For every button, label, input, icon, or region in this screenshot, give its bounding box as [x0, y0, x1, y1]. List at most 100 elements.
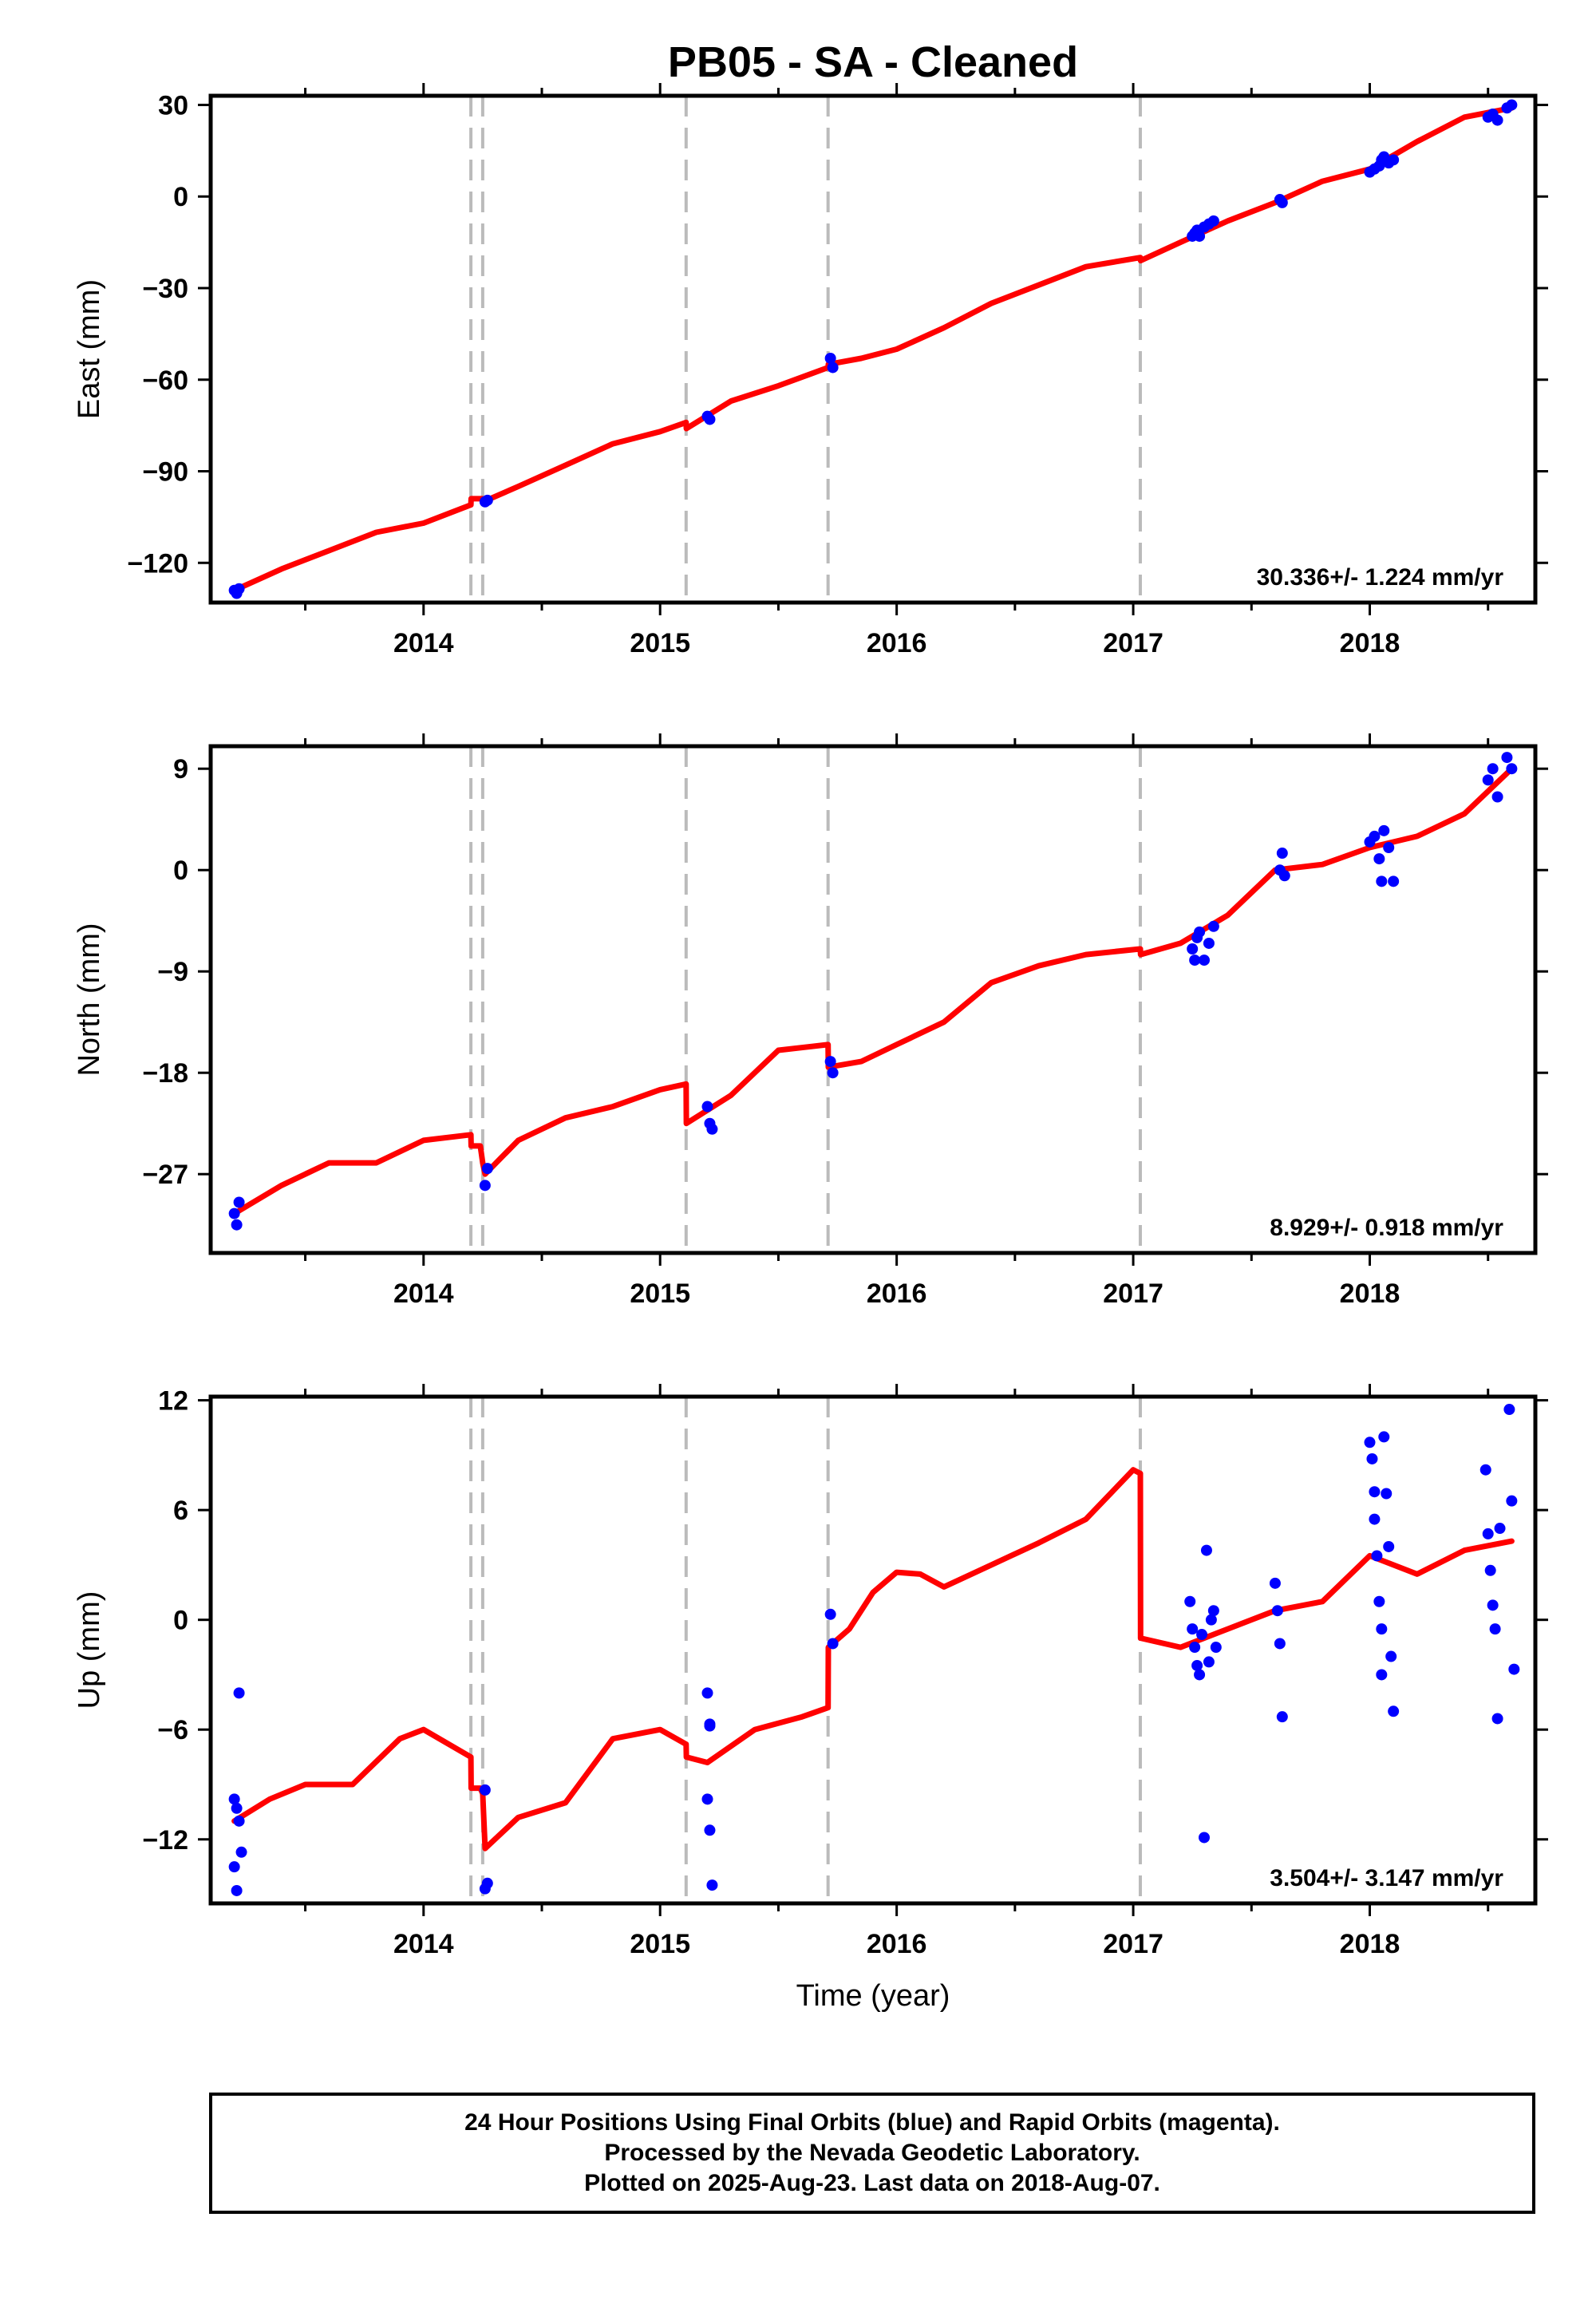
data-point — [704, 413, 716, 425]
data-point — [479, 1784, 491, 1796]
data-point — [228, 1207, 240, 1219]
y-tick-label: −90 — [142, 457, 188, 488]
y-tick-label: −60 — [142, 366, 188, 396]
x-axis-label: Time (year) — [796, 1979, 950, 2013]
data-point — [1191, 1659, 1203, 1671]
data-point — [1200, 1544, 1212, 1556]
data-point — [1203, 1656, 1215, 1668]
y-tick-label: −18 — [142, 1058, 188, 1089]
data-point — [1491, 114, 1503, 126]
data-point — [479, 1180, 491, 1192]
data-point — [1482, 1528, 1494, 1539]
rate-annotation: 8.929+/- 0.918 mm/yr — [1270, 1215, 1503, 1241]
data-point — [1207, 1605, 1219, 1617]
data-point — [1274, 1638, 1286, 1650]
data-point — [1189, 1642, 1201, 1654]
data-point — [1371, 1550, 1383, 1562]
data-point — [228, 1861, 240, 1873]
model-line — [231, 765, 1515, 1217]
y-axis-label: North (mm) — [73, 923, 106, 1076]
data-point — [1501, 752, 1513, 764]
y-axis-label: Up (mm) — [73, 1591, 106, 1709]
data-point — [1189, 954, 1201, 966]
data-point — [1187, 943, 1199, 954]
y-tick-label: 12 — [158, 1386, 188, 1417]
model-line — [231, 1467, 1515, 1852]
data-point — [1506, 99, 1518, 111]
y-tick-label: 9 — [173, 754, 188, 785]
data-point — [1479, 1464, 1491, 1476]
data-point — [1373, 1595, 1385, 1607]
x-tick-label: 2018 — [1340, 628, 1400, 658]
data-point — [481, 494, 493, 506]
data-point — [1494, 1523, 1506, 1535]
data-point — [1369, 830, 1381, 842]
chart-title: PB05 - SA - Cleaned — [668, 38, 1078, 86]
model-line — [231, 105, 1515, 594]
data-point — [1503, 1404, 1515, 1416]
data-point — [231, 1219, 243, 1231]
rate-annotation: 30.336+/- 1.224 mm/yr — [1257, 564, 1504, 591]
data-point — [1482, 774, 1494, 786]
data-point — [481, 1163, 493, 1175]
data-point — [1383, 1540, 1395, 1552]
x-tick-label: 2018 — [1340, 1279, 1400, 1309]
data-point — [1199, 954, 1210, 966]
x-tick-label: 2015 — [630, 628, 690, 658]
data-point — [231, 1884, 243, 1896]
rate-annotation: 3.504+/- 3.147 mm/yr — [1270, 1865, 1503, 1891]
data-point — [1491, 791, 1503, 803]
data-point — [235, 1846, 247, 1858]
data-point — [479, 1883, 491, 1895]
x-tick-label: 2017 — [1103, 628, 1163, 658]
info-line-3: Plotted on 2025-Aug-23. Last data on 201… — [584, 2170, 1160, 2196]
data-point — [1388, 154, 1400, 166]
info-line-1: 24 Hour Positions Using Final Orbits (bl… — [464, 2109, 1280, 2136]
data-point — [706, 1123, 718, 1135]
data-point — [1276, 196, 1288, 208]
data-point — [1271, 1605, 1283, 1617]
x-tick-label: 2017 — [1103, 1929, 1163, 1959]
data-point — [1378, 824, 1390, 836]
y-tick-label: 0 — [173, 1606, 188, 1636]
data-point — [1388, 875, 1400, 887]
data-point — [701, 1687, 713, 1699]
data-point — [233, 1687, 245, 1699]
data-point — [1184, 1595, 1196, 1607]
info-line-2: Processed by the Nevada Geodetic Laborat… — [604, 2140, 1140, 2166]
data-point — [824, 1056, 836, 1068]
data-point — [1506, 763, 1518, 775]
data-point — [1506, 1495, 1518, 1507]
y-tick-label: −30 — [142, 274, 188, 304]
data-point — [1383, 842, 1395, 853]
data-point — [1194, 1669, 1206, 1681]
y-axis-label: East (mm) — [73, 279, 106, 419]
plot-frame — [208, 93, 1538, 605]
data-point — [1194, 230, 1206, 242]
data-point — [827, 362, 839, 373]
data-point — [1376, 1623, 1388, 1635]
x-tick-label: 2017 — [1103, 1279, 1163, 1309]
data-point — [1487, 763, 1499, 775]
data-point — [827, 1638, 839, 1650]
data-point — [1369, 1513, 1381, 1525]
data-point — [1199, 1832, 1210, 1844]
y-tick-label: −120 — [127, 548, 188, 579]
data-point — [1369, 1486, 1381, 1498]
data-point — [1489, 1623, 1501, 1635]
data-point — [1508, 1663, 1520, 1675]
data-point — [228, 1793, 240, 1805]
x-tick-label: 2016 — [867, 1279, 927, 1309]
data-point — [704, 1824, 716, 1836]
data-point — [1207, 920, 1219, 932]
data-point — [1376, 1669, 1388, 1681]
data-point — [1373, 853, 1385, 865]
data-point — [1210, 1642, 1222, 1654]
data-point — [1196, 1629, 1208, 1641]
data-point — [1194, 926, 1206, 938]
data-point — [1276, 848, 1288, 860]
data-point — [231, 1802, 243, 1814]
data-point — [827, 1067, 839, 1079]
data-point — [1276, 1711, 1288, 1723]
